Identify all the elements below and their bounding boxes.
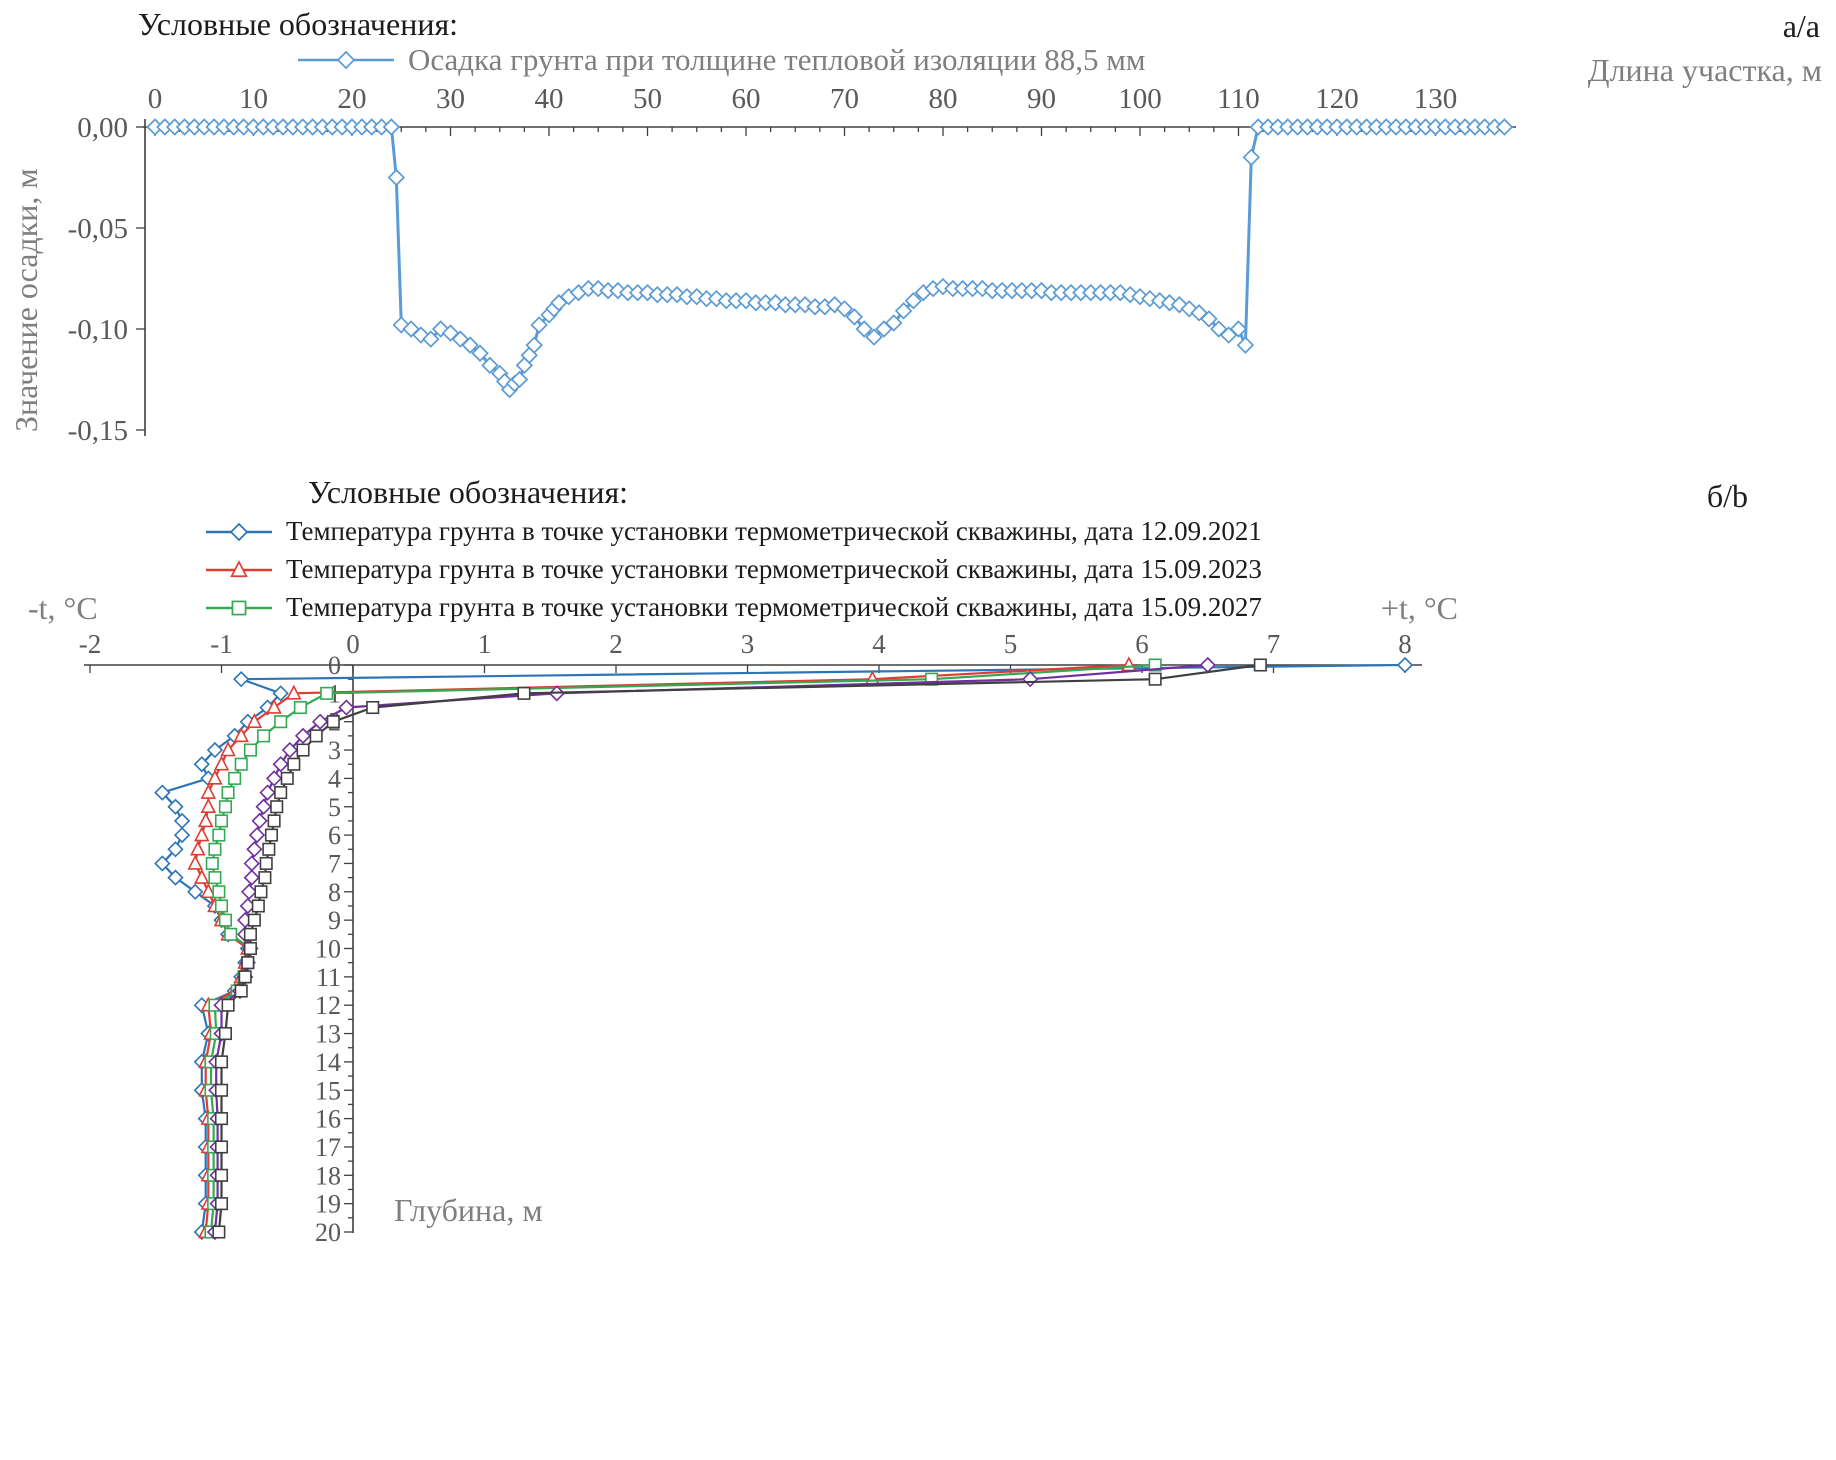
chart-a-legend-title: Условные обозначения: — [138, 6, 459, 42]
chart-a-legend-label: Осадка грунта при толщине тепловой изоля… — [408, 42, 1146, 77]
legend-line-square-icon — [206, 600, 272, 615]
svg-text:-0,15: -0,15 — [68, 415, 128, 447]
svg-text:17: 17 — [315, 1133, 341, 1162]
svg-text:-0,10: -0,10 — [68, 314, 128, 346]
svg-text:9: 9 — [328, 906, 341, 935]
chart-b-negative-t-axis-title: -t, °C — [28, 590, 98, 626]
svg-text:120: 120 — [1315, 83, 1359, 115]
settlement-profile-chart: 0 10 20 30 40 50 60 70 80 90 100 110 120 130 0,00 -0,05… — [68, 83, 1516, 447]
svg-text:50: 50 — [633, 83, 662, 115]
legend-line-triangle-icon — [206, 559, 272, 577]
legend-line-diamond-icon — [298, 50, 394, 70]
svg-text:7: 7 — [328, 849, 341, 878]
chart-b-legend-item-2021: Температура грунта в точке установки тер… — [204, 516, 1262, 547]
svg-text:6: 6 — [328, 821, 341, 850]
svg-text:90: 90 — [1027, 83, 1056, 115]
chart-b-legend-label-2021: Температура грунта в точке установки тер… — [286, 516, 1262, 546]
svg-text:0: 0 — [148, 83, 163, 115]
svg-text:3: 3 — [741, 629, 755, 659]
chart-b-legend-label-2027: Температура грунта в точке установки тер… — [286, 592, 1262, 622]
svg-text:20: 20 — [338, 83, 367, 115]
chart-b-positive-t-axis-title: +t, °C — [1380, 590, 1458, 626]
svg-text:8: 8 — [328, 878, 341, 907]
chart-b-legend-title: Условные обозначения: — [308, 474, 629, 510]
svg-text:80: 80 — [929, 83, 958, 115]
svg-text:18: 18 — [315, 1161, 341, 1190]
svg-text:3: 3 — [328, 736, 341, 765]
svg-text:10: 10 — [315, 935, 341, 964]
svg-text:0: 0 — [346, 629, 360, 659]
svg-text:14: 14 — [315, 1048, 341, 1077]
svg-text:130: 130 — [1414, 83, 1458, 115]
svg-text:-2: -2 — [79, 629, 102, 659]
svg-text:19: 19 — [315, 1190, 341, 1219]
svg-text:16: 16 — [315, 1105, 341, 1134]
svg-text:1: 1 — [478, 629, 492, 659]
svg-text:10: 10 — [239, 83, 268, 115]
svg-text:12: 12 — [315, 991, 341, 1020]
chart-a-legend-item: Осадка грунта при толщине тепловой изоля… — [296, 42, 1146, 78]
svg-text:60: 60 — [732, 83, 761, 115]
svg-text:5: 5 — [1004, 629, 1018, 659]
svg-text:5: 5 — [328, 793, 341, 822]
svg-text:70: 70 — [830, 83, 859, 115]
svg-text:15: 15 — [315, 1076, 341, 1105]
svg-text:-1: -1 — [210, 629, 233, 659]
chart-a-y-axis-title: Значение осадки, м — [8, 168, 44, 432]
chart-b-legend-item-2023: Температура грунта в точке установки тер… — [204, 554, 1262, 585]
svg-text:20: 20 — [315, 1218, 341, 1247]
svg-text:4: 4 — [872, 629, 886, 659]
svg-text:110: 110 — [1217, 83, 1259, 115]
svg-text:0: 0 — [328, 651, 341, 680]
chart-a-x-axis-title: Длина участка, м — [1587, 52, 1822, 88]
svg-text:40: 40 — [535, 83, 564, 115]
svg-text:2: 2 — [609, 629, 623, 659]
svg-text:13: 13 — [315, 1020, 341, 1049]
svg-text:11: 11 — [316, 963, 341, 992]
temperature-profile-chart: -2-1012345678012345678910111213141516171… — [79, 629, 1422, 1247]
chart-a-corner-label: а/a — [1782, 8, 1820, 44]
svg-text:4: 4 — [328, 764, 341, 793]
chart-b-legend-item-2027: Температура грунта в точке установки тер… — [204, 592, 1262, 623]
chart-b-legend-label-2023: Температура грунта в точке установки тер… — [286, 554, 1262, 584]
svg-text:-0,05: -0,05 — [68, 213, 128, 245]
svg-text:8: 8 — [1398, 629, 1412, 659]
chart-b-corner-label: б/b — [1706, 478, 1748, 514]
svg-text:0,00: 0,00 — [77, 112, 128, 144]
svg-text:100: 100 — [1118, 83, 1162, 115]
svg-text:6: 6 — [1135, 629, 1149, 659]
svg-text:30: 30 — [436, 83, 465, 115]
chart-b-depth-axis-title: Глубина, м — [394, 1192, 543, 1228]
svg-text:7: 7 — [1267, 629, 1281, 659]
legend-line-diamond-icon — [206, 522, 272, 541]
